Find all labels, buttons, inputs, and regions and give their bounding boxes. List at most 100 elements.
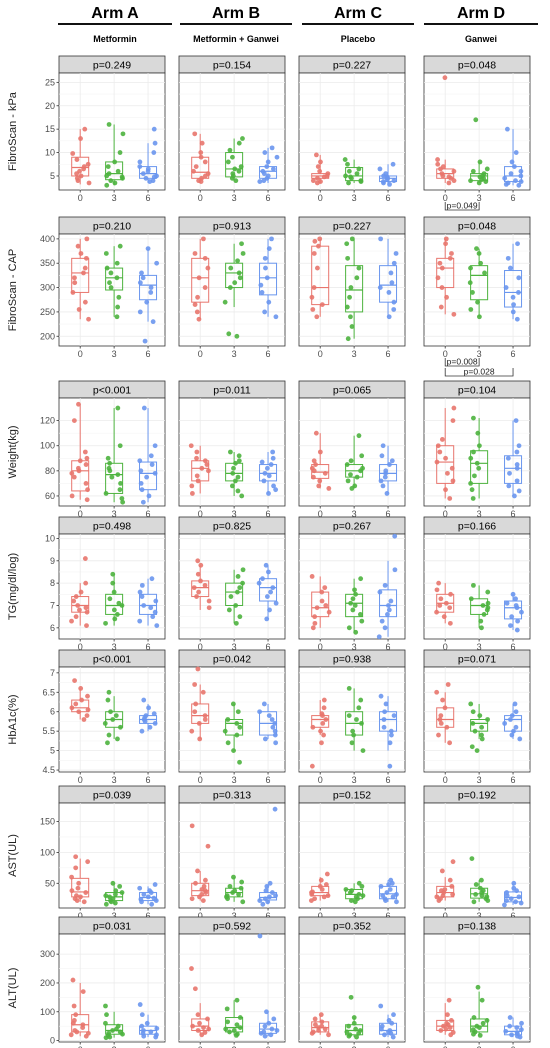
box bbox=[345, 265, 364, 313]
data-point bbox=[70, 977, 76, 983]
data-point bbox=[468, 596, 474, 602]
x-tick-label: 3 bbox=[352, 193, 357, 203]
data-point bbox=[471, 449, 476, 455]
data-point bbox=[470, 290, 475, 295]
data-point bbox=[386, 314, 392, 320]
data-point bbox=[112, 616, 118, 622]
data-point bbox=[358, 576, 364, 582]
data-point bbox=[78, 894, 83, 900]
data-point bbox=[435, 275, 441, 281]
data-point bbox=[140, 275, 146, 281]
data-point bbox=[110, 880, 116, 886]
data-point bbox=[503, 285, 509, 290]
facet-panel: p=0.071 0 3 6 bbox=[423, 649, 531, 785]
data-point bbox=[235, 474, 241, 480]
data-point bbox=[152, 720, 158, 726]
data-point bbox=[312, 238, 318, 244]
data-point bbox=[349, 740, 355, 746]
data-point bbox=[317, 168, 323, 174]
data-point bbox=[347, 294, 352, 300]
data-point bbox=[193, 701, 199, 707]
data-point bbox=[380, 483, 386, 489]
data-point bbox=[476, 1025, 482, 1030]
facet-panel: p=0.227 0 3 6 bbox=[298, 216, 406, 359]
data-point bbox=[322, 470, 328, 476]
data-point bbox=[318, 159, 323, 165]
x-tick-label: 3 bbox=[232, 193, 237, 203]
data-point bbox=[388, 598, 394, 604]
data-point bbox=[227, 883, 233, 889]
data-point bbox=[321, 894, 327, 900]
x-tick-label: 3 bbox=[112, 775, 117, 785]
data-point bbox=[468, 701, 474, 707]
data-point bbox=[514, 316, 520, 322]
data-point bbox=[73, 865, 79, 871]
data-point bbox=[103, 620, 108, 626]
data-point bbox=[443, 241, 448, 247]
data-point bbox=[196, 275, 202, 281]
data-point bbox=[315, 265, 320, 271]
data-point bbox=[77, 607, 82, 613]
data-point bbox=[344, 462, 350, 467]
data-point bbox=[236, 270, 242, 276]
data-point bbox=[82, 299, 88, 305]
data-point bbox=[150, 319, 156, 325]
data-point bbox=[76, 307, 82, 312]
facet-panel: p=0.352 0 3 6 bbox=[298, 916, 406, 1048]
data-point bbox=[227, 285, 233, 290]
x-tick-label: 3 bbox=[477, 911, 482, 921]
data-point bbox=[102, 720, 108, 726]
x-tick-label: 6 bbox=[386, 775, 391, 785]
data-point bbox=[379, 618, 385, 624]
data-point bbox=[117, 443, 123, 449]
data-point bbox=[105, 697, 111, 703]
data-point bbox=[152, 609, 158, 615]
data-point bbox=[349, 486, 355, 491]
data-point bbox=[112, 900, 118, 906]
data-point bbox=[348, 472, 353, 478]
x-tick-label: 3 bbox=[232, 509, 237, 519]
data-point bbox=[143, 175, 149, 181]
data-point bbox=[394, 892, 399, 897]
box bbox=[504, 455, 523, 484]
data-point bbox=[258, 282, 264, 288]
box bbox=[436, 445, 455, 484]
data-point bbox=[321, 705, 327, 711]
data-point bbox=[265, 899, 271, 905]
data-point bbox=[384, 890, 390, 895]
x-tick-label: 0 bbox=[198, 349, 203, 359]
data-point bbox=[206, 605, 212, 611]
data-point bbox=[228, 265, 234, 271]
panel-background bbox=[58, 533, 166, 640]
data-point bbox=[205, 843, 211, 849]
data-point bbox=[258, 1030, 264, 1036]
data-point bbox=[203, 877, 208, 883]
data-point bbox=[226, 607, 232, 613]
data-point bbox=[360, 748, 366, 754]
box bbox=[470, 719, 489, 732]
x-tick-label: 6 bbox=[511, 349, 516, 359]
data-point bbox=[345, 336, 351, 342]
data-point bbox=[194, 594, 199, 599]
data-point bbox=[262, 1023, 268, 1029]
data-point bbox=[503, 181, 509, 187]
x-tick-label: 6 bbox=[266, 1045, 271, 1048]
data-point bbox=[236, 453, 242, 459]
data-point bbox=[451, 178, 457, 184]
data-point bbox=[311, 251, 317, 256]
data-point bbox=[198, 562, 204, 568]
data-point bbox=[150, 614, 156, 620]
x-tick-label: 0 bbox=[443, 775, 448, 785]
data-point bbox=[346, 1033, 352, 1039]
data-point bbox=[323, 882, 329, 887]
data-point bbox=[468, 178, 473, 184]
data-point bbox=[384, 491, 390, 496]
x-tick-label: 3 bbox=[477, 642, 482, 652]
data-point bbox=[188, 443, 194, 449]
data-point bbox=[468, 455, 474, 461]
data-point bbox=[320, 713, 325, 719]
data-point bbox=[514, 449, 520, 455]
data-point bbox=[480, 1020, 486, 1026]
data-point bbox=[434, 689, 440, 695]
